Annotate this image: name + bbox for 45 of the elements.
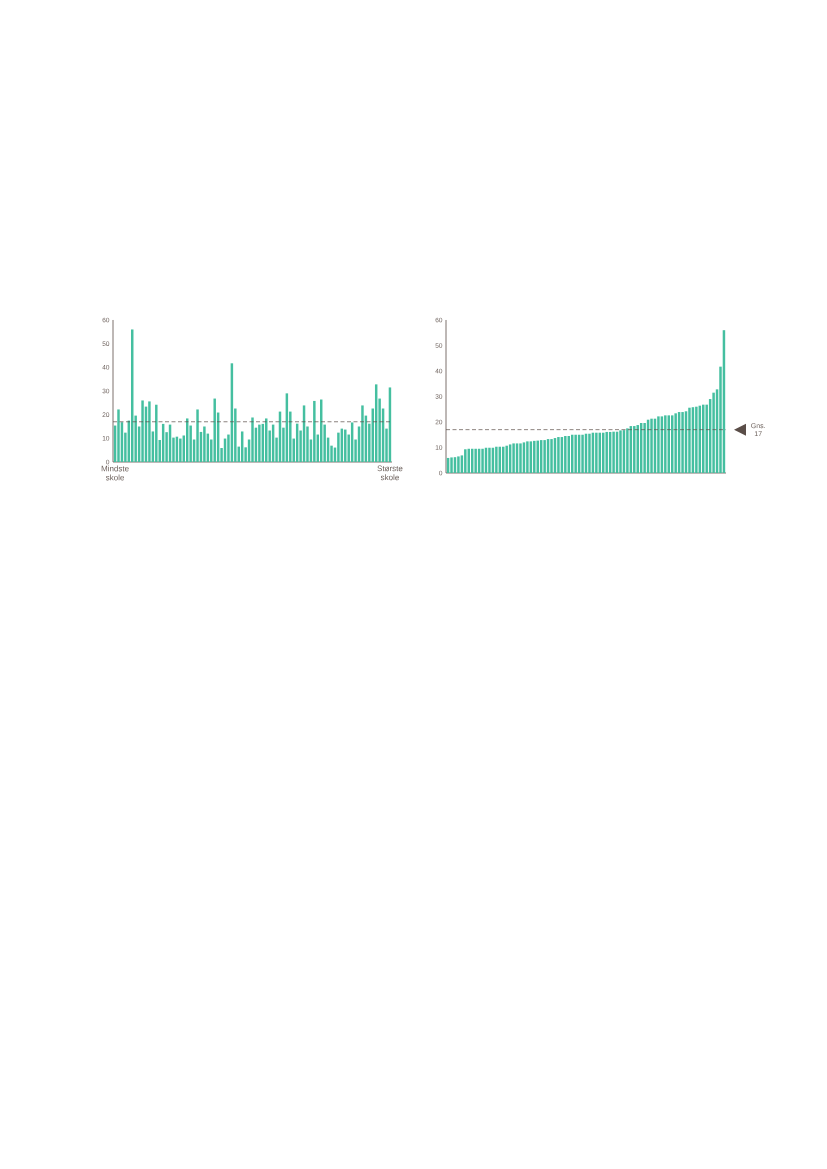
bar (251, 417, 254, 462)
x-tick-label: Mindste skole (101, 465, 129, 481)
bar (619, 430, 622, 473)
bar (258, 424, 261, 462)
bar (626, 428, 629, 473)
bar (117, 409, 120, 462)
bar (557, 437, 560, 473)
bar (636, 425, 639, 473)
bar (450, 457, 453, 473)
x-tick-label: Største skole (377, 465, 403, 481)
bar (712, 392, 715, 473)
bar (337, 432, 340, 462)
bar (474, 448, 477, 473)
bar (344, 429, 347, 462)
bar (688, 407, 691, 473)
bar (481, 448, 484, 473)
bar (526, 441, 529, 473)
bar (643, 423, 646, 473)
bar (512, 443, 515, 473)
bar (495, 446, 498, 473)
bar (595, 432, 598, 473)
bar (361, 405, 364, 462)
bar (203, 426, 206, 462)
bar (581, 434, 584, 473)
bar (148, 401, 151, 462)
bar (612, 431, 615, 473)
bar (213, 398, 216, 462)
bar (536, 440, 539, 473)
bar (543, 440, 546, 473)
bar (695, 406, 698, 473)
bar (155, 404, 158, 462)
bar (633, 426, 636, 473)
bar (141, 400, 144, 462)
bar (196, 409, 199, 462)
bar (457, 456, 460, 473)
bar (313, 400, 316, 462)
bar (657, 416, 660, 473)
bar (488, 447, 491, 473)
bar (681, 412, 684, 473)
bar (574, 434, 577, 473)
bar (533, 440, 536, 473)
bar (588, 433, 591, 473)
bar (650, 418, 653, 473)
bar (519, 443, 522, 473)
bar (550, 439, 553, 473)
